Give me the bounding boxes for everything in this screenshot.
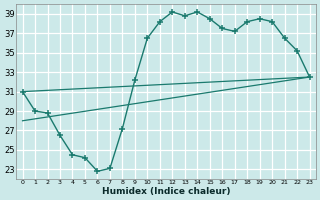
X-axis label: Humidex (Indice chaleur): Humidex (Indice chaleur) [102, 187, 230, 196]
